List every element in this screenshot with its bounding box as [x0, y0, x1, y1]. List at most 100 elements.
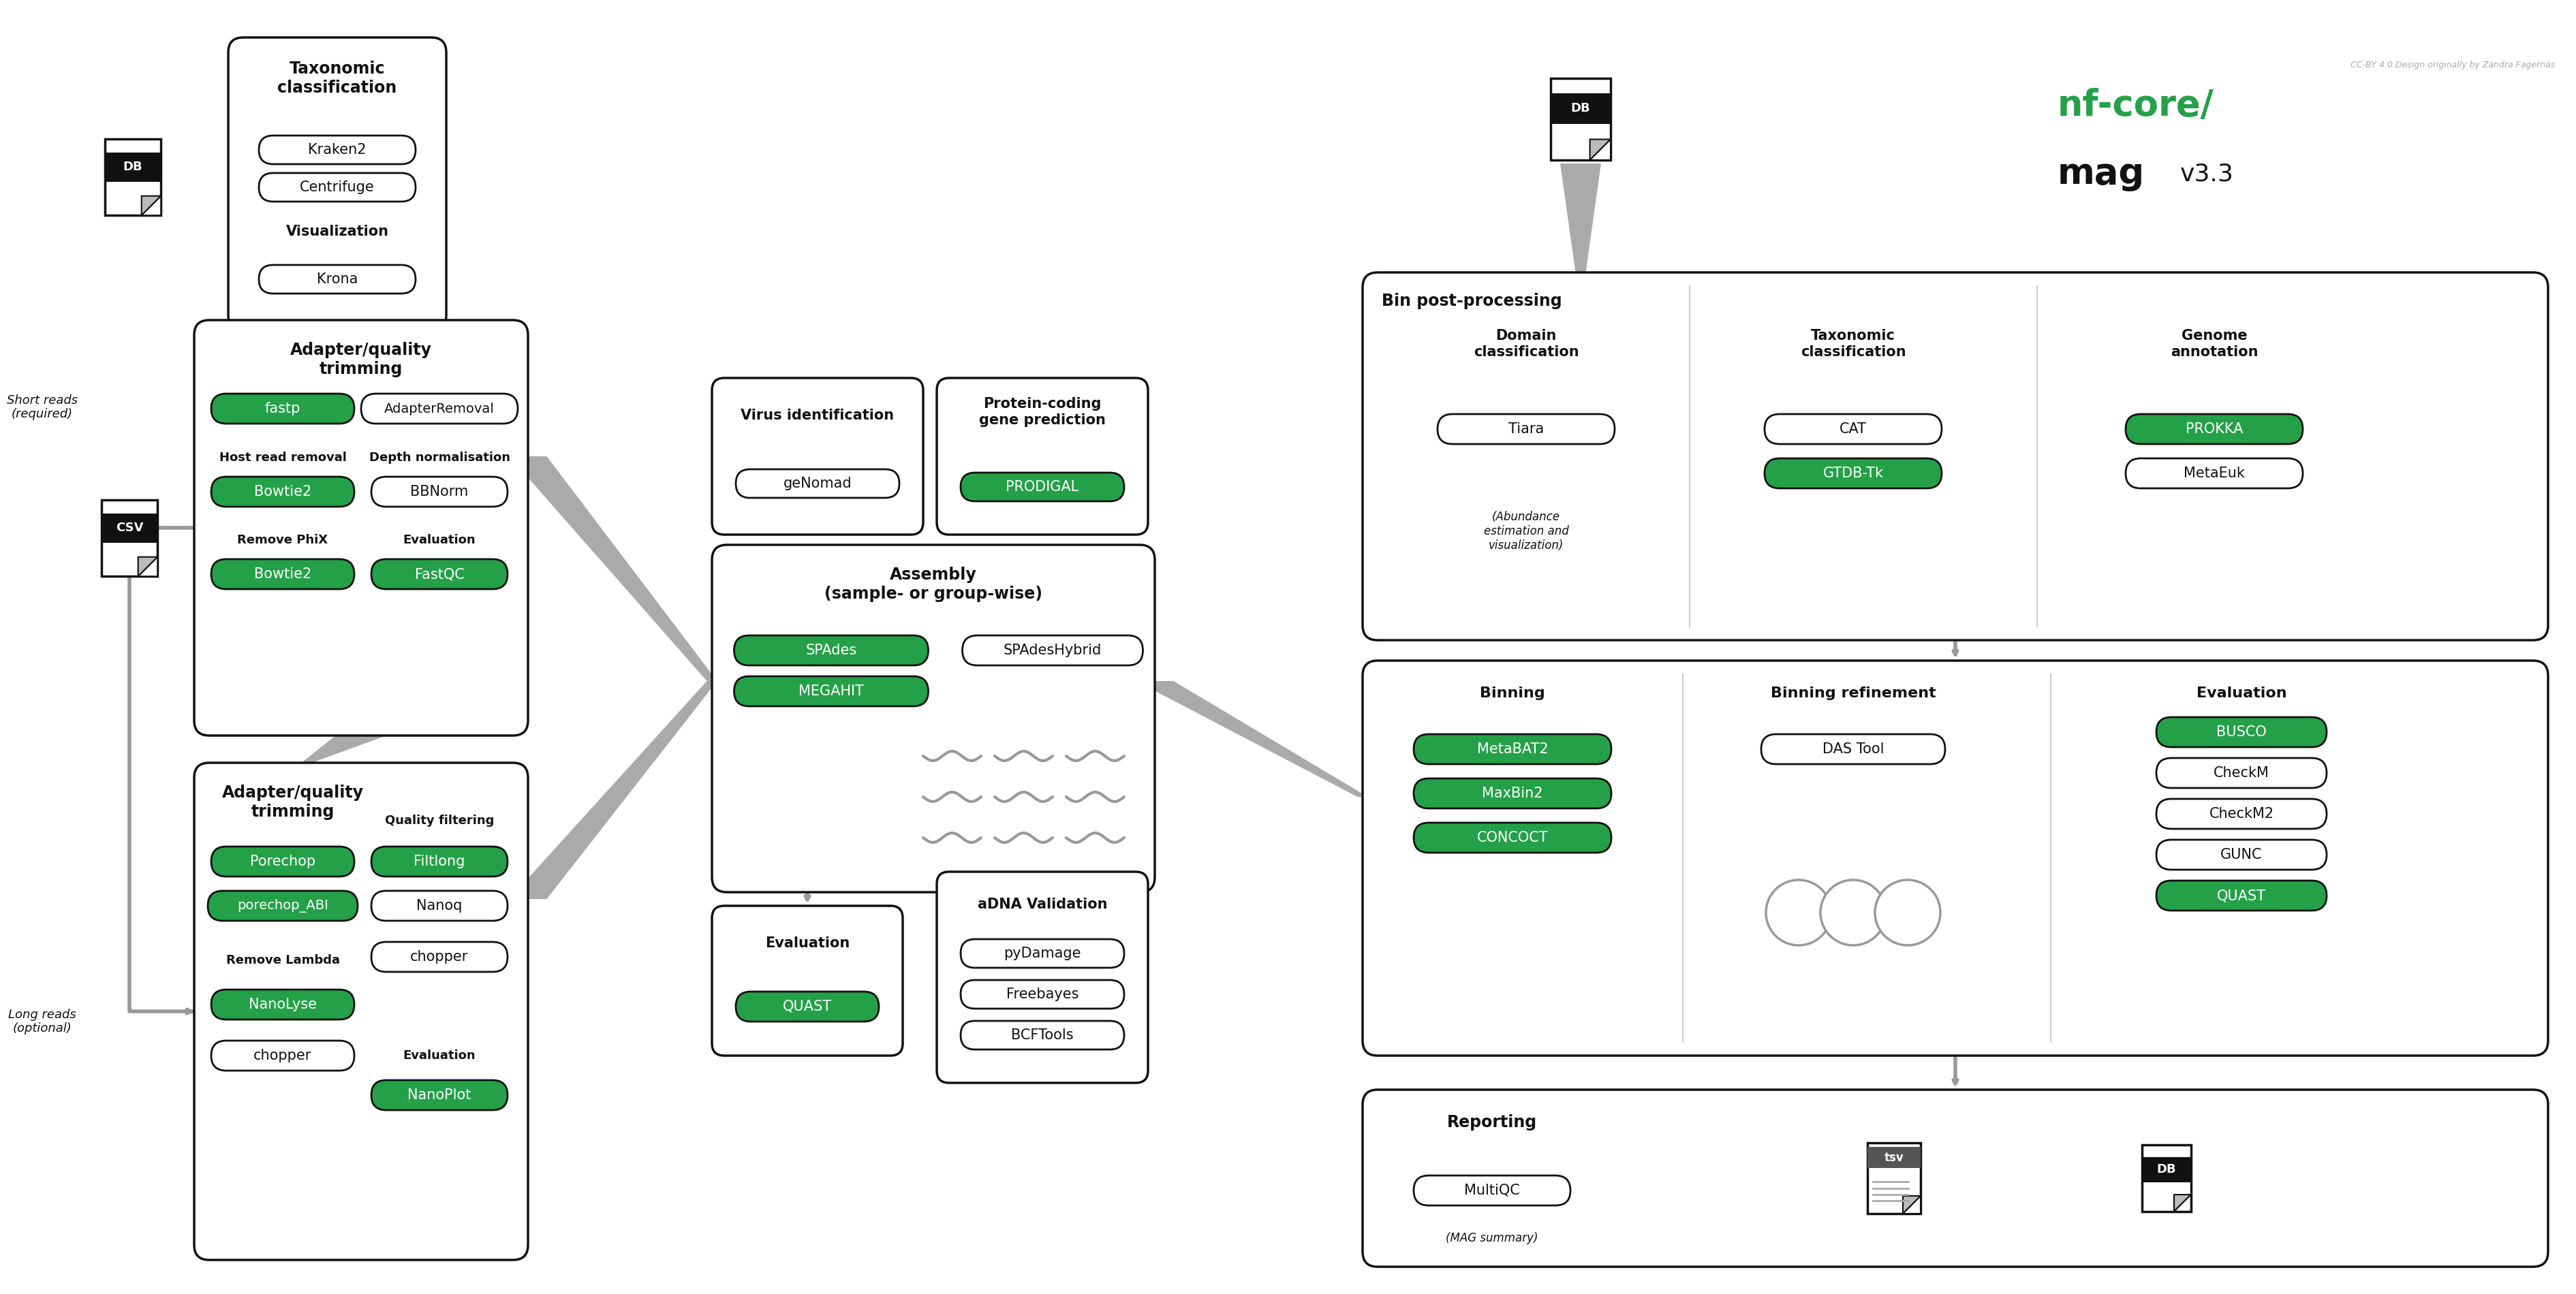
Text: tsv: tsv: [1883, 1152, 1904, 1163]
FancyBboxPatch shape: [100, 499, 157, 576]
FancyBboxPatch shape: [209, 890, 358, 921]
Polygon shape: [2174, 1194, 2192, 1211]
Text: Krona: Krona: [317, 273, 358, 286]
Text: Adapter/quality
trimming: Adapter/quality trimming: [291, 342, 433, 378]
FancyBboxPatch shape: [737, 991, 878, 1021]
Text: Bin post-processing: Bin post-processing: [1381, 292, 1561, 309]
Polygon shape: [142, 195, 160, 215]
FancyBboxPatch shape: [2156, 717, 2326, 747]
Text: Taxonomic
classification: Taxonomic classification: [1801, 329, 1906, 358]
FancyBboxPatch shape: [211, 559, 355, 589]
Text: (MAG summary): (MAG summary): [1445, 1232, 1538, 1245]
FancyBboxPatch shape: [193, 320, 528, 735]
FancyBboxPatch shape: [1762, 734, 1945, 765]
Text: BBNorm: BBNorm: [410, 485, 469, 498]
Polygon shape: [2174, 1194, 2192, 1211]
Text: DAS Tool: DAS Tool: [1821, 743, 1883, 756]
Polygon shape: [142, 195, 160, 215]
Circle shape: [1821, 880, 1886, 946]
Polygon shape: [1589, 140, 1610, 160]
Text: Visualization: Visualization: [286, 225, 389, 238]
FancyBboxPatch shape: [1868, 1146, 1922, 1168]
FancyBboxPatch shape: [1363, 661, 2548, 1056]
FancyBboxPatch shape: [371, 942, 507, 972]
Text: Taxonomic
classification: Taxonomic classification: [278, 61, 397, 96]
Text: Binning: Binning: [1479, 687, 1546, 700]
FancyBboxPatch shape: [371, 476, 507, 507]
FancyBboxPatch shape: [734, 635, 927, 665]
FancyBboxPatch shape: [1414, 734, 1610, 765]
Text: GUNC: GUNC: [2221, 848, 2262, 862]
FancyBboxPatch shape: [371, 890, 507, 921]
FancyBboxPatch shape: [211, 476, 355, 507]
FancyBboxPatch shape: [229, 38, 446, 330]
FancyBboxPatch shape: [361, 393, 518, 423]
Text: v3.3: v3.3: [2179, 162, 2233, 185]
FancyBboxPatch shape: [2156, 881, 2326, 911]
Text: MEGAHIT: MEGAHIT: [799, 685, 863, 697]
Polygon shape: [1136, 681, 1368, 797]
Text: Evaluation: Evaluation: [402, 1049, 477, 1062]
FancyBboxPatch shape: [2156, 798, 2326, 829]
Polygon shape: [139, 556, 157, 576]
Text: BUSCO: BUSCO: [2215, 726, 2267, 739]
Text: Bowtie2: Bowtie2: [255, 485, 312, 498]
FancyBboxPatch shape: [1363, 1090, 2548, 1267]
Polygon shape: [139, 556, 157, 576]
Text: Virus identification: Virus identification: [742, 409, 894, 422]
Text: CheckM: CheckM: [2213, 766, 2269, 780]
FancyBboxPatch shape: [1551, 79, 1610, 160]
FancyBboxPatch shape: [961, 472, 1123, 501]
Text: Genome
annotation: Genome annotation: [2172, 329, 2259, 358]
FancyBboxPatch shape: [260, 265, 415, 294]
Text: Nanoq: Nanoq: [417, 899, 461, 912]
FancyBboxPatch shape: [961, 939, 1123, 968]
FancyBboxPatch shape: [211, 846, 355, 876]
Text: Freebayes: Freebayes: [1007, 987, 1079, 1002]
FancyBboxPatch shape: [2156, 840, 2326, 870]
Text: MaxBin2: MaxBin2: [1481, 787, 1543, 800]
Text: Porechop: Porechop: [250, 855, 314, 868]
Polygon shape: [510, 681, 716, 899]
Text: Bowtie2: Bowtie2: [255, 567, 312, 581]
Text: DB: DB: [124, 160, 142, 173]
FancyBboxPatch shape: [260, 173, 415, 202]
Text: MultiQC: MultiQC: [1463, 1184, 1520, 1197]
Text: nf-core/: nf-core/: [2058, 88, 2215, 123]
Text: Evaluation: Evaluation: [765, 937, 850, 950]
Text: chopper: chopper: [252, 1049, 312, 1062]
Text: SPAdesHybrid: SPAdesHybrid: [1005, 643, 1103, 657]
Text: Protein-coding
gene prediction: Protein-coding gene prediction: [979, 397, 1105, 427]
Text: QUAST: QUAST: [2218, 889, 2267, 902]
Text: BCFTools: BCFTools: [1012, 1029, 1074, 1042]
FancyBboxPatch shape: [938, 378, 1149, 534]
Text: Centrifuge: Centrifuge: [299, 180, 374, 194]
Polygon shape: [1561, 163, 1602, 273]
FancyBboxPatch shape: [963, 635, 1144, 665]
FancyBboxPatch shape: [1437, 414, 1615, 444]
FancyBboxPatch shape: [260, 136, 415, 164]
Text: fastp: fastp: [265, 402, 301, 415]
FancyBboxPatch shape: [100, 514, 157, 542]
FancyBboxPatch shape: [106, 138, 160, 215]
Text: Tiara: Tiara: [1510, 422, 1543, 436]
FancyBboxPatch shape: [711, 378, 922, 534]
Text: Reporting: Reporting: [1448, 1114, 1538, 1131]
FancyBboxPatch shape: [211, 393, 355, 423]
FancyBboxPatch shape: [734, 677, 927, 707]
FancyBboxPatch shape: [961, 1021, 1123, 1049]
FancyBboxPatch shape: [1363, 273, 2548, 641]
FancyBboxPatch shape: [1414, 779, 1610, 809]
Text: Domain
classification: Domain classification: [1473, 329, 1579, 358]
Text: GTDB-Tk: GTDB-Tk: [1824, 467, 1883, 480]
Text: Evaluation: Evaluation: [2197, 687, 2287, 700]
Polygon shape: [1904, 1196, 1922, 1214]
FancyBboxPatch shape: [193, 762, 528, 1260]
FancyBboxPatch shape: [737, 470, 899, 498]
Circle shape: [1767, 880, 1832, 946]
Polygon shape: [1589, 140, 1610, 160]
FancyBboxPatch shape: [961, 980, 1123, 1008]
Text: AdapterRemoval: AdapterRemoval: [384, 402, 495, 415]
FancyBboxPatch shape: [371, 559, 507, 589]
FancyBboxPatch shape: [1765, 414, 1942, 444]
